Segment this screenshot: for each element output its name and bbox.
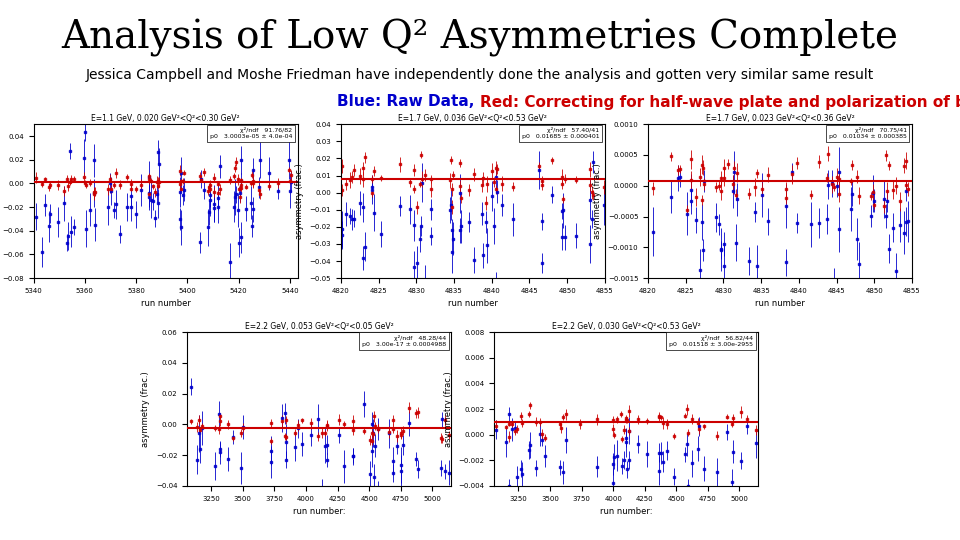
Text: χ²/ndf   48.28/44
p0   3.00e-17 ± 0.0004988: χ²/ndf 48.28/44 p0 3.00e-17 ± 0.0004988	[362, 335, 445, 347]
Text: Analysis of Low Q² Asymmetries Complete: Analysis of Low Q² Asymmetries Complete	[61, 19, 899, 57]
Text: Blue: Raw Data,: Blue: Raw Data,	[337, 94, 480, 110]
Title: E=2.2 GeV, 0.030 GeV²<Q²<0.53 GeV²: E=2.2 GeV, 0.030 GeV²<Q²<0.53 GeV²	[552, 322, 701, 332]
Y-axis label: asymmetry (frac.): asymmetry (frac.)	[141, 371, 151, 447]
Text: χ²/ndf   70.75/41
p0   0.01034 ± 0.000385: χ²/ndf 70.75/41 p0 0.01034 ± 0.000385	[828, 127, 906, 139]
Title: E=1.1 GeV, 0.020 GeV²<Q²<0.30 GeV²: E=1.1 GeV, 0.020 GeV²<Q²<0.30 GeV²	[91, 114, 240, 124]
Text: χ²/ndf   91.76/82
p0   3.0003e-05 ± 4.0e-04: χ²/ndf 91.76/82 p0 3.0003e-05 ± 4.0e-04	[210, 127, 292, 139]
Title: E=2.2 GeV, 0.053 GeV²<Q²<0.05 GeV²: E=2.2 GeV, 0.053 GeV²<Q²<0.05 GeV²	[245, 322, 394, 332]
Title: E=1.7 GeV, 0.036 GeV²<Q²<0.53 GeV²: E=1.7 GeV, 0.036 GeV²<Q²<0.53 GeV²	[398, 114, 547, 124]
Y-axis label: asymmetry (frac.): asymmetry (frac.)	[593, 163, 602, 239]
Text: Red: Correcting for half-wave plate and polarization of beam and target: Red: Correcting for half-wave plate and …	[480, 94, 960, 110]
Y-axis label: asymmetry (frac.): asymmetry (frac.)	[444, 371, 453, 447]
X-axis label: run number: run number	[756, 299, 804, 308]
Y-axis label: asymmetry (frac.): asymmetry (frac.)	[295, 163, 304, 239]
Text: χ²/ndf   56.82/44
p0   0.01518 ± 3.00e-2955: χ²/ndf 56.82/44 p0 0.01518 ± 3.00e-2955	[669, 335, 754, 347]
Text: χ²/ndf   57.40/41
p0   0.01685 ± 0.000401: χ²/ndf 57.40/41 p0 0.01685 ± 0.000401	[522, 127, 599, 139]
X-axis label: run number: run number	[448, 299, 497, 308]
X-axis label: run number:: run number:	[600, 507, 653, 516]
X-axis label: run number: run number	[141, 299, 190, 308]
Title: E=1.7 GeV, 0.023 GeV²<Q²<0.36 GeV²: E=1.7 GeV, 0.023 GeV²<Q²<0.36 GeV²	[706, 114, 854, 124]
Text: Jessica Campbell and Moshe Friedman have independently done the analysis and got: Jessica Campbell and Moshe Friedman have…	[85, 68, 875, 82]
X-axis label: run number:: run number:	[293, 507, 346, 516]
